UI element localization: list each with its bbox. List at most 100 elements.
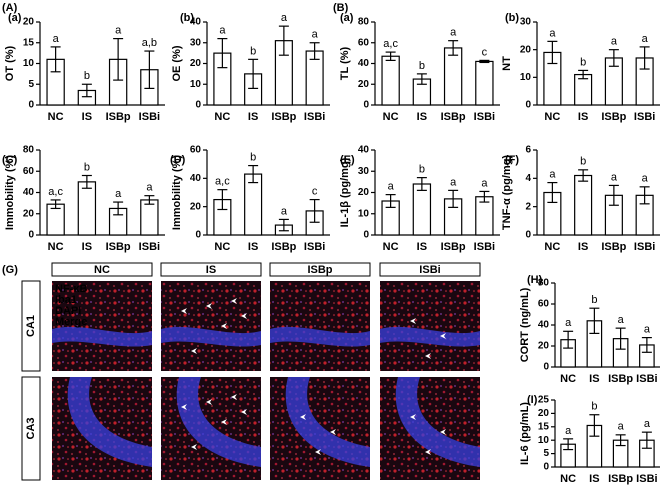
arrowhead: [181, 404, 187, 410]
significance-letter: a: [115, 188, 122, 200]
error-bar: [113, 37, 124, 81]
y-tick-label: 15: [23, 37, 35, 48]
y-tick-label: 40: [358, 145, 370, 156]
micrograph-image: [270, 281, 370, 371]
error-bar: [448, 189, 459, 208]
y-axis-title: OE (%): [171, 45, 183, 81]
column-header-box: [160, 262, 262, 277]
significance-letter: b: [419, 164, 425, 176]
x-tick-label: ISBi: [636, 373, 657, 385]
bar: [443, 47, 463, 106]
dapi-layer: [395, 377, 480, 467]
bar: [140, 199, 159, 236]
significance-letter: a: [146, 182, 153, 194]
significance-letter: a: [642, 33, 649, 45]
significance-letter: a: [115, 25, 122, 37]
x-tick-label: IS: [417, 111, 427, 123]
y-tick-label: 20: [190, 58, 202, 69]
arrowhead: [425, 449, 431, 455]
stain-legend: Iba1: [55, 294, 77, 306]
y-tick-label: 20: [520, 44, 532, 55]
section-label: (A): [2, 2, 18, 14]
error-bar: [589, 307, 600, 334]
x-tick-label: IS: [417, 241, 427, 253]
x-tick-label: ISBp: [271, 111, 296, 123]
significance-letter: a: [388, 181, 395, 193]
y-axis-title: Immobility (%): [4, 155, 16, 231]
x-tick-label: ISBi: [474, 241, 495, 253]
arrowhead: [241, 313, 247, 319]
panel-label: (I): [527, 394, 538, 406]
y-tick-label: 60: [538, 299, 550, 310]
arrowhead: [410, 414, 416, 420]
y-tick-label: 0: [543, 462, 549, 473]
dapi-layer: [161, 326, 261, 347]
significance-letter: a: [281, 12, 288, 24]
arrowhead: [191, 444, 197, 450]
panel-label: (b): [505, 12, 519, 24]
x-tick-label: ISBp: [441, 111, 466, 123]
significance-letter: a: [611, 171, 618, 183]
error-bar: [385, 51, 396, 61]
error-bar: [479, 190, 490, 203]
x-tick-label: NC: [48, 111, 64, 123]
error-bar: [547, 181, 558, 204]
x-tick-label: ISBi: [304, 241, 325, 253]
error-bar: [615, 327, 626, 350]
significance-letter: a: [644, 418, 651, 430]
significance-letter: b: [250, 151, 256, 163]
x-tick-label: IS: [248, 241, 258, 253]
y-tick-label: 80: [538, 278, 550, 289]
significance-letter: b: [250, 45, 256, 57]
significance-letter: b: [591, 401, 597, 413]
error-bar: [217, 37, 228, 69]
y-tick-label: 0: [363, 230, 369, 241]
y-tick-label: 60: [190, 145, 202, 156]
y-tick-label: 10: [23, 58, 35, 69]
x-tick-label: NC: [544, 241, 560, 253]
y-tick-label: 40: [23, 187, 35, 198]
y-axis-title: IL-6 (pg/mL): [519, 402, 531, 465]
error-bar: [278, 25, 289, 56]
column-header: ISBp: [307, 264, 332, 276]
bar: [77, 181, 97, 236]
x-tick-label: NC: [383, 111, 399, 123]
x-tick-label: ISBi: [474, 111, 495, 123]
arrowhead: [241, 409, 247, 415]
y-axis-title: TL (%): [339, 46, 351, 80]
error-bar: [547, 40, 558, 65]
bar: [475, 60, 494, 106]
dapi-layer: [67, 377, 152, 467]
y-axis-title: Immobility (%): [171, 155, 183, 231]
x-tick-label: NC: [560, 473, 576, 485]
y-tick-label: 40: [190, 173, 202, 184]
error-bar: [589, 414, 600, 437]
error-bar: [144, 50, 155, 90]
column-header: IS: [206, 264, 216, 276]
arrowhead: [221, 419, 227, 425]
stain-legend: DAPI: [55, 305, 81, 317]
x-tick-label: NC: [560, 373, 576, 385]
y-tick-label: 80: [23, 145, 35, 156]
column-header-box: [379, 262, 481, 277]
x-tick-label: IS: [589, 373, 599, 385]
significance-letter: a: [53, 33, 60, 45]
error-bar: [641, 337, 652, 353]
x-tick-label: ISBp: [441, 241, 466, 253]
y-tick-label: 60: [358, 37, 370, 48]
y-tick-label: 20: [358, 187, 370, 198]
error-bar: [448, 40, 459, 56]
y-tick-label: 60: [23, 166, 35, 177]
stain-legend: Merge: [55, 316, 87, 328]
micrograph-image: [52, 281, 152, 371]
arrowhead: [191, 348, 197, 354]
panel-label: (D): [170, 154, 186, 166]
error-bar: [416, 177, 427, 191]
significance-letter: b: [591, 294, 597, 306]
significance-letter: a: [219, 25, 226, 37]
y-tick-label: 0: [363, 100, 369, 111]
y-axis-title: OT (%): [4, 45, 16, 81]
y-tick-label: 30: [520, 17, 532, 28]
significance-letter: b: [84, 161, 90, 173]
y-axis-title: NT: [501, 56, 513, 71]
